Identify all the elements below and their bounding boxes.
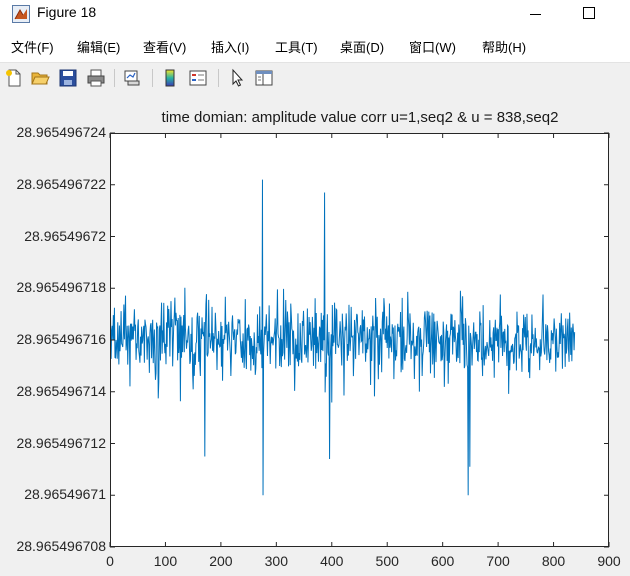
menu-file[interactable]: 文件(F): [11, 40, 54, 55]
y-tick-label: 28.965496712: [16, 434, 106, 451]
menu-view[interactable]: 查看(V): [143, 40, 187, 55]
print-icon[interactable]: [86, 68, 106, 88]
menu-window[interactable]: 窗口(W): [409, 40, 456, 55]
menu-insert[interactable]: 插入(I): [211, 40, 250, 55]
new-figure-icon[interactable]: [4, 68, 24, 88]
toolbar: [0, 62, 630, 94]
window-title: Figure 18: [37, 4, 97, 20]
matlab-figure-icon: [12, 5, 30, 23]
x-tick-label: 0: [106, 553, 114, 569]
toolbar-separator: [152, 69, 153, 87]
line-plot[interactable]: [0, 93, 630, 576]
y-tick-label: 28.965496714: [16, 382, 106, 399]
x-tick-label: 300: [264, 553, 288, 569]
x-tick-label: 500: [375, 553, 399, 569]
chart-title: time domian: amplitude value corr u=1,se…: [161, 109, 559, 126]
save-icon[interactable]: [58, 68, 78, 88]
maximize-icon: [583, 7, 595, 19]
menu-bar: 文件(F) 编辑(E) 查看(V) 插入(I) 工具(T) 桌面(D) 窗口(W…: [0, 33, 630, 57]
x-tick-label: 400: [320, 553, 344, 569]
x-tick-label: 900: [597, 553, 621, 569]
menu-edit[interactable]: 编辑(E): [77, 40, 121, 55]
menu-help[interactable]: 帮助(H): [482, 40, 527, 55]
y-tick-label: 28.96549672: [24, 227, 106, 244]
y-tick-label: 28.965496722: [16, 175, 106, 192]
title-bar: Figure 18: [0, 0, 630, 30]
y-tick-label: 28.96549671: [24, 486, 106, 503]
property-inspector-icon[interactable]: [254, 68, 274, 88]
x-tick-label: 800: [541, 553, 566, 569]
maximize-button[interactable]: [566, 0, 612, 30]
minimize-button[interactable]: [514, 0, 560, 30]
insert-colorbar-icon[interactable]: [160, 68, 180, 88]
insert-legend-icon[interactable]: [188, 68, 208, 88]
x-tick-label: 100: [153, 553, 178, 569]
figure-canvas[interactable]: time domian: amplitude value corr u=1,se…: [0, 93, 630, 576]
x-tick-label: 200: [209, 553, 233, 569]
toolbar-separator: [218, 69, 219, 87]
y-tick-label: 28.965496716: [16, 331, 106, 347]
x-tick-label: 600: [430, 553, 455, 569]
y-tick-label: 28.965496708: [16, 538, 106, 554]
menu-desktop[interactable]: 桌面(D): [340, 40, 385, 55]
toolbar-separator: [114, 69, 115, 87]
series-line: [110, 179, 576, 496]
minimize-icon: [530, 14, 541, 15]
y-tick-label: 28.965496724: [16, 124, 106, 140]
open-file-icon[interactable]: [30, 68, 50, 88]
x-tick-label: 700: [486, 553, 510, 569]
menu-tools[interactable]: 工具(T): [275, 40, 318, 55]
edit-plot-icon[interactable]: [228, 68, 248, 88]
link-plot-icon[interactable]: [122, 68, 142, 88]
y-tick-label: 28.965496718: [16, 279, 106, 296]
